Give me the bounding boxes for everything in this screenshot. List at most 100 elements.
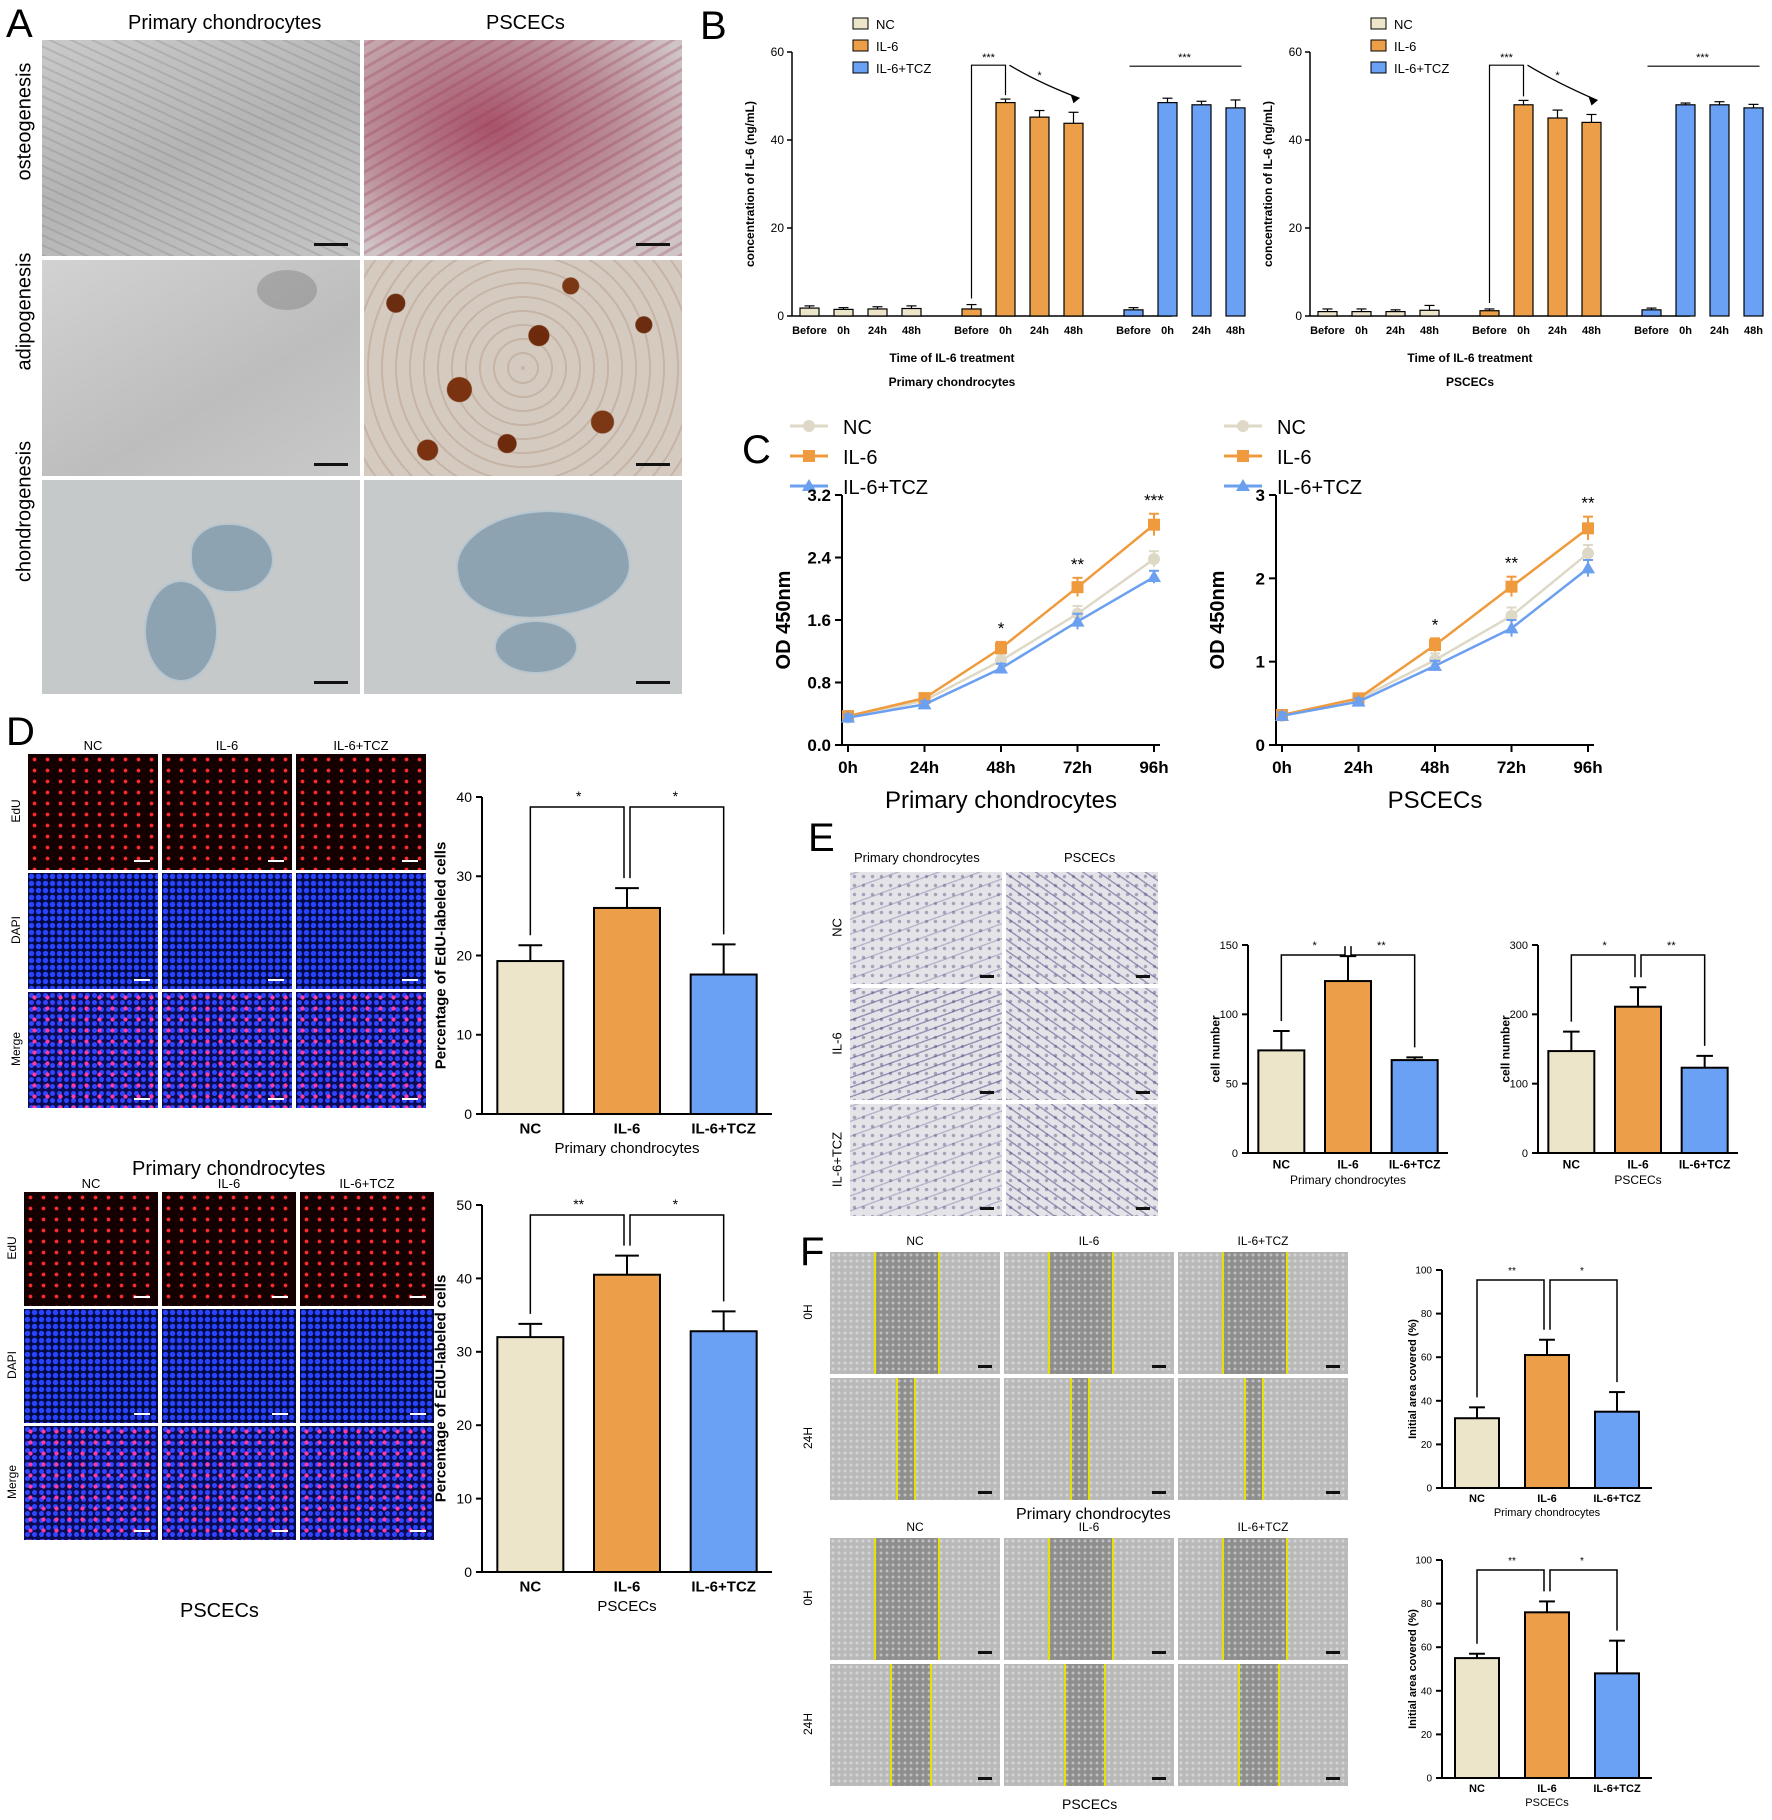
d-col-label: NC (83, 738, 103, 753)
b-xtick-label: Before (1310, 325, 1345, 337)
f1-ytick-label: 80 (1421, 1309, 1433, 1320)
b-xtick-label: Before (792, 325, 827, 337)
d-row-label: EdU (9, 799, 23, 823)
e-image-1-0 (850, 988, 1002, 1100)
d-row-label: Merge (9, 1032, 23, 1067)
d2-ytick-label: 20 (456, 1417, 472, 1433)
f2-sig-bracket-2 (1549, 1569, 1618, 1631)
b-legend-label: IL-6+TCZ (876, 61, 931, 76)
b-xtick-label: 24h (1386, 325, 1405, 337)
d-col-label: NC (81, 1176, 101, 1191)
d-image-edu-2 (300, 1192, 434, 1306)
b-xtick-label: 24h (1548, 325, 1567, 337)
e1-bar-nc (1257, 1049, 1306, 1155)
panel-f-charts: 0 20 40 60 80 100 Initial area covered (%) NC IL… (1407, 1266, 1652, 1809)
b-arrowhead (1070, 94, 1080, 104)
c-xtick-label: 96h (1573, 758, 1602, 777)
d2-ytick-label: 10 (456, 1491, 472, 1507)
b-bar (1191, 104, 1212, 317)
b-ytick-label: 60 (771, 45, 785, 59)
panel-a-row-chondro: chondrogenesis (13, 440, 36, 583)
c-xtick-label: 0h (1272, 758, 1292, 777)
c-point (1351, 694, 1366, 707)
d-image-merge-2 (300, 1426, 434, 1540)
e2-bar-nc (1547, 1050, 1596, 1154)
c-legend-marker (1237, 450, 1249, 462)
e2-ytick-label: 100 (1510, 1079, 1528, 1091)
e2-xtick-label: NC (1563, 1157, 1581, 1171)
c-point (1148, 518, 1160, 531)
b-ytick-label: 20 (1289, 221, 1303, 235)
e2-ytick-label: 0 (1522, 1148, 1528, 1160)
c-sig-label: * (1432, 615, 1439, 634)
e1-ytick-label: 0 (1232, 1148, 1238, 1160)
b-sig-bracket (1488, 64, 1525, 303)
b-xtick-label: Before (1472, 325, 1507, 337)
e-row-label: NC (829, 918, 845, 937)
c-ytick-label: 0.0 (807, 736, 831, 755)
d2-bar-il-6 (593, 1273, 661, 1573)
d2-xtick-label: IL-6 (614, 1579, 641, 1596)
b-ytick-label: 0 (777, 309, 784, 323)
d1-sig-label-1: * (576, 788, 582, 804)
e1-ytick-label: 150 (1220, 940, 1238, 952)
f2-xtick-label: NC (1469, 1783, 1485, 1795)
b-sig-label-3: *** (1178, 52, 1192, 64)
c-point (1428, 658, 1442, 671)
d-image-dapi-2 (296, 873, 426, 989)
b-sig-bracket (970, 64, 1007, 299)
f-image-0-1-1 (1004, 1378, 1174, 1500)
b-legend-label: IL-6 (1394, 39, 1416, 54)
e1-bar-il-6-tcz (1390, 1059, 1439, 1155)
f2-bar-il-6-tcz (1594, 1672, 1640, 1779)
b-xtick-label: 48h (1582, 325, 1601, 337)
b-sig-label-1: *** (1500, 52, 1514, 64)
b-bar (1743, 107, 1764, 317)
f-image-0-1-0 (830, 1378, 1000, 1500)
d1-ytick-label: 0 (464, 1106, 472, 1122)
b-bar (1675, 104, 1696, 317)
c-xtick-label: 72h (1063, 758, 1092, 777)
b-xtick-label: 48h (1420, 325, 1439, 337)
d1-ytick-label: 40 (456, 789, 472, 805)
b-bar (1641, 309, 1662, 317)
e2-xtick-label: IL-6+TCZ (1679, 1157, 1731, 1171)
c-line-nc (1281, 552, 1589, 718)
d-image-merge-1 (162, 992, 292, 1108)
panel-c-charts: NC IL-6 IL-6+TCZ 0.0 0.8 1.6 2.4 3.2 0h 24h 48h 72h… (773, 417, 1603, 814)
f-image-0-0-1 (1004, 1252, 1174, 1374)
e1-xtick-label: NC (1273, 1157, 1291, 1171)
panel-a-row-osteo: osteogenesis (13, 62, 36, 181)
e-image-2-0 (850, 1104, 1002, 1216)
e2-ylabel: cell number (1498, 1015, 1512, 1083)
e2-title: PSCECs (1614, 1173, 1661, 1187)
e1-ytick-label: 50 (1226, 1079, 1238, 1091)
d2-bar-il-6-tcz (689, 1330, 758, 1573)
d-image-dapi-1 (162, 1309, 296, 1423)
d2-sig-bracket-1 (529, 1214, 625, 1314)
f-col-label: IL-6 (1078, 1520, 1100, 1534)
f2-bar-il-6 (1524, 1611, 1570, 1779)
b-bar (1225, 107, 1246, 317)
c-point (1071, 581, 1084, 594)
panel-f-label: F (800, 1230, 825, 1274)
b-legend-swatch (1370, 39, 1387, 52)
d1-ytick-label: 20 (456, 947, 472, 963)
micrograph-adipo-primary (42, 260, 360, 476)
e2-ytick-label: 300 (1510, 940, 1528, 952)
b-legend-swatch (1370, 61, 1387, 74)
d-row-label: EdU (5, 1236, 19, 1260)
c-point (841, 710, 855, 723)
d2-ytick-label: 40 (456, 1270, 472, 1286)
f-image-0-1-2 (1178, 1378, 1348, 1500)
e1-ylabel: cell number (1208, 1015, 1222, 1083)
f-row-label: 0H (801, 1304, 815, 1320)
b-bar (1581, 121, 1602, 317)
c-xtick-label: 24h (1344, 758, 1373, 777)
d-image-dapi-1 (162, 873, 292, 989)
c-xtick-label: 72h (1497, 758, 1526, 777)
b-xtick-label: 24h (868, 325, 887, 337)
c-legend-label: IL-6 (1277, 447, 1311, 469)
d-image-edu-0 (24, 1192, 158, 1306)
b-ytick-label: 0 (1295, 309, 1302, 323)
